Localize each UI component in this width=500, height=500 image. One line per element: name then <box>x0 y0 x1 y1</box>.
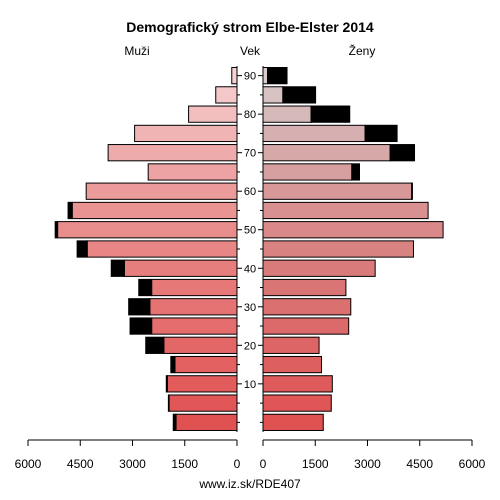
female-bar-5-9 <box>262 394 332 412</box>
male-surplus-35-39 <box>138 278 153 297</box>
male-bar-55-59 <box>71 201 238 220</box>
male-surplus-45-49 <box>76 240 88 258</box>
male-bar-0-4 <box>175 413 238 432</box>
x-tick-label-right: 6000 <box>459 457 486 471</box>
age-label: 20 <box>244 340 256 352</box>
female-bar-40-44 <box>262 259 376 277</box>
female-bar-45-49 <box>262 240 414 258</box>
male-surplus-20-24 <box>145 336 165 354</box>
male-bar-10-14 <box>166 375 238 393</box>
female-bar-10-14 <box>262 375 333 393</box>
male-bar-35-39 <box>151 278 238 297</box>
footer-source: www.iz.sk/RDE407 <box>198 477 301 491</box>
female-surplus-80-84 <box>310 105 351 123</box>
male-surplus-15-19 <box>170 355 176 374</box>
female-bar-65-69 <box>262 163 353 181</box>
male-surplus-0-4 <box>172 413 177 432</box>
x-tick-label-right: 4500 <box>406 457 433 471</box>
female-bar-90+ <box>262 67 269 85</box>
male-bars <box>54 67 238 432</box>
right-label: Ženy <box>349 43 376 58</box>
female-surplus-60-64 <box>411 182 413 200</box>
male-surplus-10-14 <box>165 375 168 393</box>
female-surplus-75-79 <box>364 124 398 143</box>
age-label: 70 <box>244 148 256 160</box>
x-tick-label-left: 1500 <box>171 457 198 471</box>
female-bar-35-39 <box>262 278 347 297</box>
female-surplus-70-74 <box>389 144 416 162</box>
male-surplus-50-54 <box>54 221 59 239</box>
male-surplus-5-9 <box>167 394 170 412</box>
female-bar-70-74 <box>262 144 391 162</box>
age-label: 80 <box>244 109 256 121</box>
x-tick-label-right: 0 <box>260 457 267 471</box>
age-label: 30 <box>244 302 256 314</box>
female-bar-0-4 <box>262 413 324 432</box>
female-bar-25-29 <box>262 317 350 335</box>
male-bar-5-9 <box>168 394 238 412</box>
female-bar-55-59 <box>262 201 429 220</box>
center-label: Vek <box>240 44 261 58</box>
male-bar-20-24 <box>163 336 238 354</box>
age-axis: 10 20 30 40 50 60 70 80 90 <box>237 71 263 423</box>
x-tick-label-left: 6000 <box>15 457 42 471</box>
x-axis-ticks: 6000 4500 3000 1500 0 0 1500 3000 4500 6000 <box>15 440 486 471</box>
female-bar-20-24 <box>262 336 320 354</box>
male-bar-40-44 <box>123 259 238 277</box>
male-bar-30-34 <box>149 298 238 316</box>
x-tick-label-right: 1500 <box>302 457 329 471</box>
female-bar-60-64 <box>262 182 413 200</box>
age-label: 50 <box>244 225 256 237</box>
chart-title: Demografický strom Elbe-Elster 2014 <box>126 19 374 35</box>
female-bar-80-84 <box>262 105 312 123</box>
age-label: 60 <box>244 186 256 198</box>
male-bar-75-79 <box>134 124 238 143</box>
male-surplus-55-59 <box>67 201 73 220</box>
age-label: 90 <box>244 71 256 83</box>
female-surplus-85-89 <box>282 86 317 104</box>
male-bar-70-74 <box>107 144 238 162</box>
male-bar-85-89 <box>215 86 238 104</box>
left-label: Muži <box>124 44 149 58</box>
male-bar-25-29 <box>151 317 238 335</box>
male-bar-80-84 <box>188 105 238 123</box>
x-tick-label-left: 4500 <box>67 457 94 471</box>
female-bar-50-54 <box>262 221 444 239</box>
x-tick-label-left: 0 <box>234 457 241 471</box>
female-bars <box>262 67 444 432</box>
male-surplus-30-34 <box>128 298 151 316</box>
female-bar-30-34 <box>262 298 352 316</box>
male-bar-65-69 <box>147 163 238 181</box>
male-bar-90+ <box>231 67 238 85</box>
male-surplus-40-44 <box>110 259 125 277</box>
x-tick-label-left: 3000 <box>119 457 146 471</box>
male-bar-45-49 <box>86 240 238 258</box>
female-surplus-90+ <box>267 67 288 85</box>
male-bar-15-19 <box>174 355 238 374</box>
age-label: 40 <box>244 263 256 275</box>
x-tick-label-right: 3000 <box>354 457 381 471</box>
age-label: 10 <box>244 379 256 391</box>
female-bar-85-89 <box>262 86 284 104</box>
female-bar-15-19 <box>262 355 323 374</box>
male-surplus-25-29 <box>129 317 153 335</box>
male-bar-50-54 <box>57 221 238 239</box>
male-bar-60-64 <box>85 182 238 200</box>
female-surplus-65-69 <box>351 163 360 181</box>
female-bar-75-79 <box>262 124 366 143</box>
